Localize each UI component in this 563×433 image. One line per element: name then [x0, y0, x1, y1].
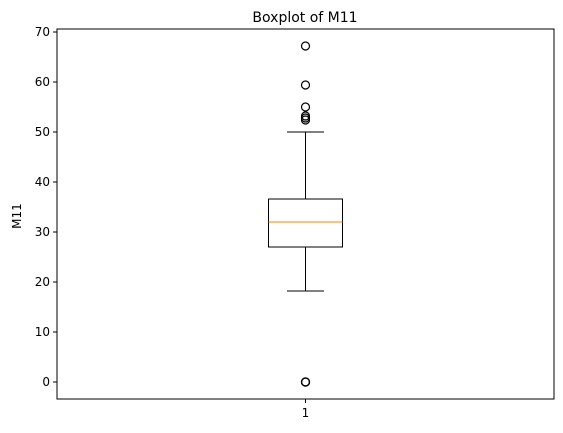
outlier-point	[300, 41, 311, 51]
y-tick-label: 10	[35, 325, 50, 339]
y-axis-label: M11	[10, 203, 24, 229]
outlier-point	[300, 80, 311, 90]
y-tick-label: 0	[42, 375, 50, 389]
plot-area: 0 10 20 30 40 50 60 70 1	[35, 25, 555, 420]
outlier-point	[300, 102, 311, 112]
iqr-box	[268, 198, 343, 248]
y-tick-label: 30	[35, 225, 50, 239]
y-tick-label: 70	[35, 25, 50, 39]
chart-title: Boxplot of M11	[252, 10, 357, 26]
y-tick-label: 50	[35, 125, 50, 139]
outlier-point	[300, 115, 311, 125]
y-tick-label: 60	[35, 75, 50, 89]
x-tick-label: 1	[302, 406, 310, 420]
outlier-point	[300, 377, 311, 387]
y-tick-label: 20	[35, 275, 50, 289]
axes-frame	[56, 28, 555, 400]
y-tick-label: 40	[35, 175, 50, 189]
